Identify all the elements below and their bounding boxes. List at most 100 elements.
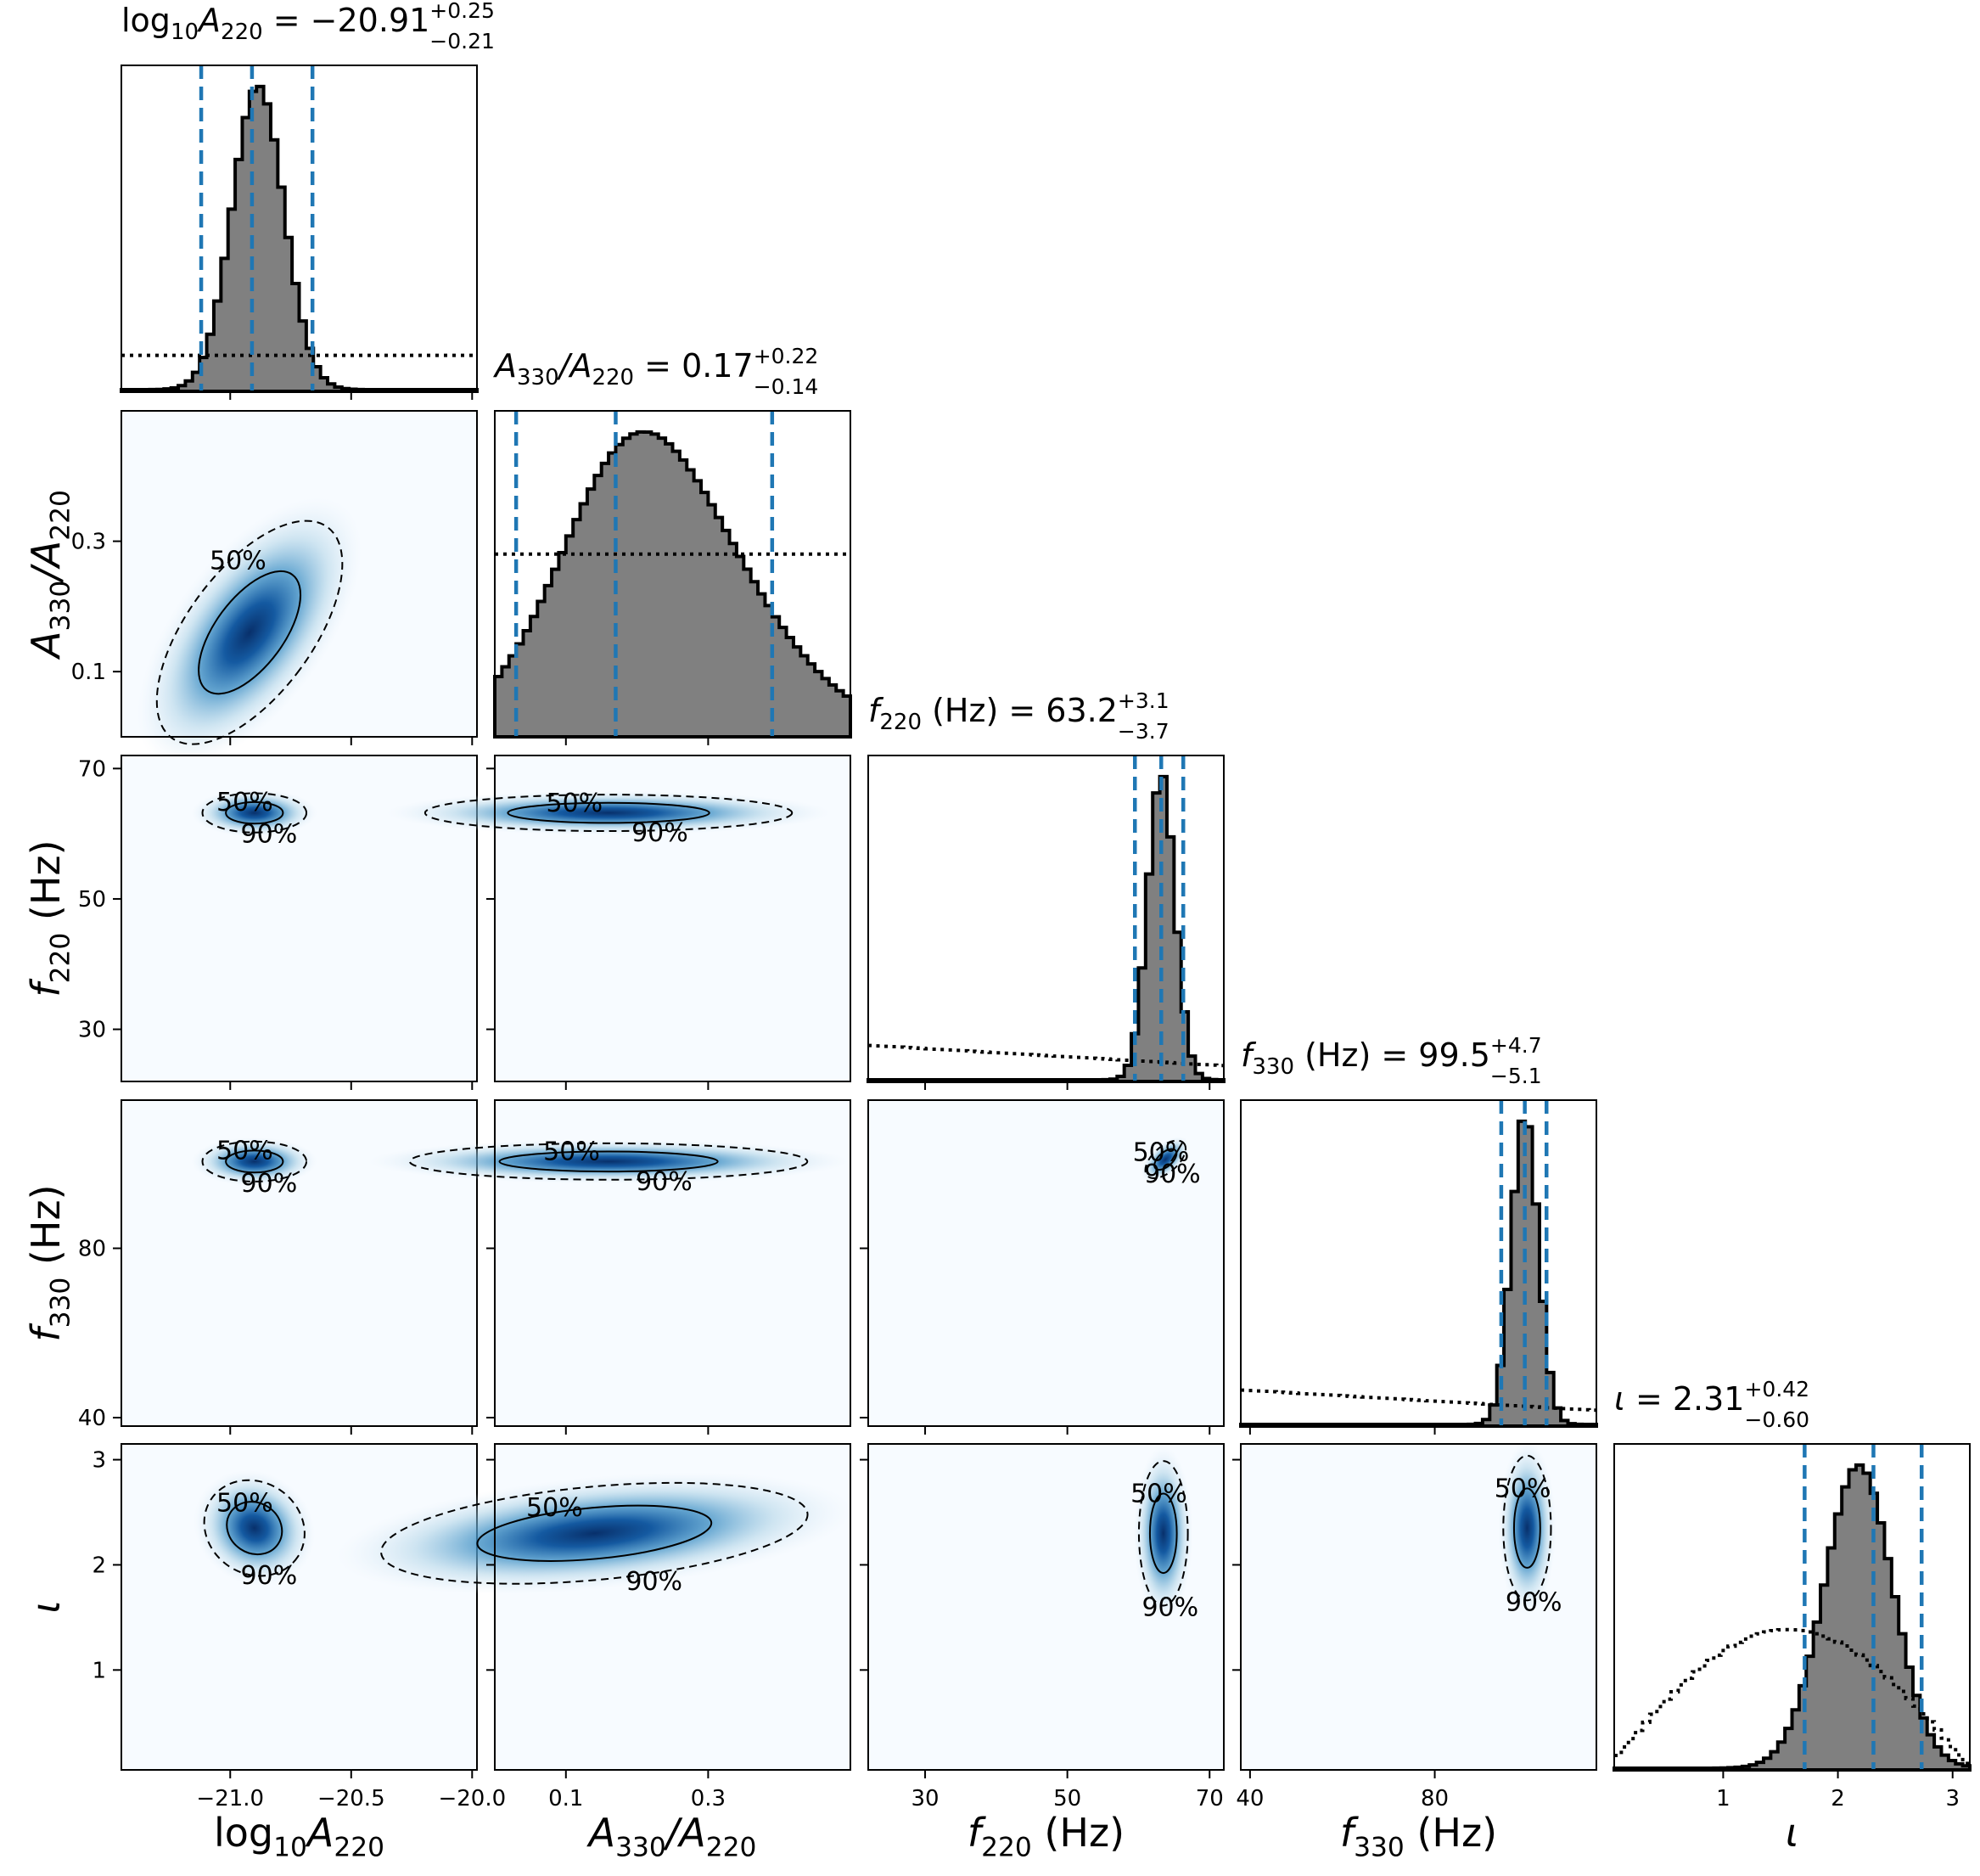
contour-50: [225, 1149, 284, 1174]
contour-50: [507, 801, 710, 824]
frame: [867, 1443, 1225, 1771]
panel-title-f220: f220 (Hz) = 63.2+3.1: [868, 688, 1169, 735]
density-blob: [194, 1469, 316, 1587]
frame: [494, 1443, 851, 1771]
contour-50: [225, 800, 284, 825]
contour-label-90: 90%: [1144, 1160, 1201, 1189]
contour-label-50: 50%: [547, 789, 603, 818]
x-tick-label-ratio: 0.1: [548, 1786, 583, 1811]
panel-title-sub-ratio: −0.14: [754, 374, 819, 399]
density-blob: [1141, 1136, 1191, 1182]
panel-title-sub-f330: −5.1: [1490, 1064, 1542, 1088]
contour-90: [1502, 1454, 1552, 1602]
contour-90: [201, 792, 308, 834]
contour-label-90: 90%: [241, 820, 298, 850]
histogram-f330: [1239, 1119, 1598, 1428]
contour-label-90: 90%: [636, 1167, 693, 1197]
contour-label-50: 50%: [1130, 1480, 1187, 1509]
density-blob: [1133, 1446, 1193, 1621]
contour-90: [1137, 1460, 1189, 1607]
panel-title-logA: log10A220 = −20.91+0.25: [121, 0, 495, 45]
contour-50: [476, 1504, 713, 1562]
y-axis-label-f330: f330 (Hz): [23, 1184, 76, 1341]
contour-90: [380, 1481, 809, 1585]
x-axis-label-f220: f220 (Hz): [968, 1810, 1125, 1863]
density-blob: [1498, 1441, 1557, 1616]
pair-panel-iota-f330: 50% 90%: [1240, 1441, 1597, 1771]
diag-panel-iota: ι = 2.31+0.42−0.60: [1613, 1377, 1972, 1772]
x-tick-label-f220: 30: [911, 1786, 939, 1811]
x-axis-label-f330: f330 (Hz): [1340, 1810, 1497, 1863]
density-blob: [367, 1139, 850, 1184]
density-blob: [191, 789, 317, 837]
contour-label-50: 50%: [216, 1488, 273, 1518]
panel-title-iota: ι = 2.31+0.42: [1614, 1377, 1809, 1418]
frame: [121, 1443, 478, 1771]
frame: [121, 755, 478, 1082]
panel-title-f330: f330 (Hz) = 99.5+4.7: [1241, 1033, 1542, 1080]
x-tick-label-iota: 2: [1831, 1786, 1845, 1811]
y-tick-label-iota: 1: [92, 1658, 106, 1683]
contour-label-90: 90%: [631, 818, 688, 848]
pair-panel-ratio-logA: 50%90%: [121, 410, 478, 781]
y-axis-label-ratio: A330/A220: [23, 490, 76, 660]
contour-label-90: 90%: [625, 1567, 682, 1597]
frame: [121, 410, 478, 738]
x-axis-label-ratio: A330/A220: [586, 1810, 757, 1863]
contour-label-90: 90%: [1506, 1587, 1562, 1617]
x-axis-label-iota: ι: [1786, 1810, 1799, 1856]
panel-title-ratio: A330/A220 = 0.17+0.22: [492, 344, 818, 390]
x-tick-label-f330: 80: [1421, 1786, 1449, 1811]
frame-f330: [1240, 1099, 1597, 1427]
panel-title-sub-f220: −3.7: [1118, 719, 1169, 744]
y-axis-label-f220: f220 (Hz): [23, 840, 76, 997]
x-axis-label-logA: log10A220: [214, 1810, 384, 1863]
x-tick-label-ratio: 0.3: [691, 1786, 726, 1811]
y-tick-label-iota: 2: [92, 1553, 106, 1578]
contour-90: [423, 794, 794, 833]
x-tick-label-f220: 50: [1053, 1786, 1081, 1811]
contour-50: [1148, 1492, 1178, 1575]
contour-90: [201, 1140, 308, 1182]
contour-label-50: 50%: [526, 1493, 583, 1523]
x-tick-label-f220: 70: [1196, 1786, 1224, 1811]
x-tick-label-iota: 1: [1716, 1786, 1730, 1811]
frame: [1240, 1443, 1597, 1771]
frame-f220: [867, 755, 1225, 1082]
contour-label-50: 50%: [1495, 1474, 1551, 1503]
frame-iota: [1613, 1443, 1971, 1771]
contour-50: [226, 1501, 283, 1556]
histogram-ratio: [493, 430, 852, 739]
histogram-iota: [1613, 1463, 1972, 1772]
frame-ratio: [494, 410, 851, 738]
contour-label-50: 50%: [216, 788, 273, 817]
density-blob: [191, 1137, 317, 1186]
contour-90: [203, 1479, 306, 1577]
diag-panel-logA: log10A220 = −20.91+0.25−0.21: [120, 0, 495, 393]
frame: [494, 1099, 851, 1427]
y-tick-label-f330: 80: [78, 1237, 106, 1262]
contour-label-50: 50%: [1133, 1138, 1190, 1168]
contour-90: [408, 1142, 809, 1181]
y-tick-label-f330: 40: [78, 1406, 106, 1431]
density-blob: [336, 1472, 853, 1595]
pair-panel-f330-ratio: 50% 90%: [367, 1099, 851, 1427]
histogram-logA: [120, 84, 479, 393]
contour-label-50: 50%: [216, 1136, 273, 1165]
contour-50: [1512, 1487, 1541, 1569]
contour-50: [1153, 1148, 1178, 1171]
diag-panel-ratio: A330/A220 = 0.17+0.22−0.14: [492, 344, 852, 739]
diag-panel-f330: f330 (Hz) = 99.5+4.7−5.1: [1239, 1033, 1598, 1428]
frame: [867, 1099, 1225, 1427]
y-axis-label-iota: ι: [23, 1600, 69, 1614]
y-tick-label-f220: 70: [78, 756, 106, 782]
y-tick-label-f220: 30: [78, 1018, 106, 1043]
panel-title-sub-logA: −0.21: [429, 29, 495, 53]
y-tick-label-f220: 50: [78, 887, 106, 913]
pair-panel-iota-f220: 50% 90%: [867, 1443, 1225, 1771]
histogram-f220: [867, 774, 1226, 1083]
contour-90: [155, 520, 344, 745]
prior-line-f330: [1241, 1388, 1596, 1413]
pair-panel-iota-logA: 50% 90%: [121, 1443, 478, 1771]
